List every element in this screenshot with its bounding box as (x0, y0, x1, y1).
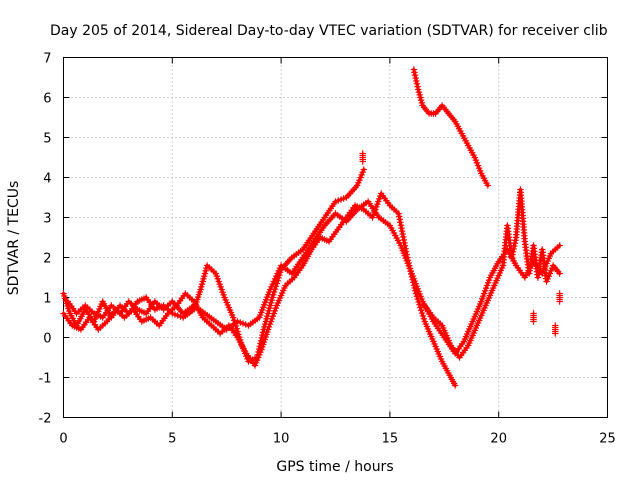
data-point (233, 325, 240, 332)
x-tick-label: 5 (168, 432, 176, 447)
y-tick-label: 4 (43, 172, 51, 187)
y-tick-label: 6 (43, 92, 51, 107)
series-trace-3 (66, 199, 562, 356)
series-trace-1 (61, 167, 366, 364)
y-tick-label: 2 (43, 252, 51, 267)
markers-trace-2 (60, 190, 459, 389)
y-tick-label: 0 (43, 332, 51, 347)
data-point (556, 242, 563, 249)
data-point (410, 66, 418, 73)
grid-layer (63, 57, 608, 418)
marker-layer (359, 150, 563, 337)
data-point (508, 254, 515, 261)
data-point (451, 382, 459, 389)
markers-trace-5 (410, 66, 492, 189)
data-point (419, 312, 427, 320)
markers-trace-3 (64, 198, 563, 357)
data-point (411, 69, 418, 76)
data-point (416, 301, 423, 308)
data-point (411, 72, 419, 79)
isolated-point (556, 298, 563, 305)
chart-title: Day 205 of 2014, Sidereal Day-to-day VTE… (50, 23, 608, 39)
data-point (512, 237, 519, 244)
x-tick-label: 10 (273, 432, 290, 447)
data-point (556, 270, 563, 277)
y-tick-label: -1 (39, 372, 52, 387)
data-point (234, 328, 241, 335)
tick-layer: 0 5 10 15 20 25 -2 -1 0 1 2 3 4 5 6 7 (39, 52, 616, 447)
x-tick-label: 0 (59, 432, 67, 447)
data-point (417, 304, 424, 311)
y-tick-label: 5 (43, 132, 51, 147)
y-tick-label: -2 (39, 412, 52, 427)
data-point (509, 248, 517, 255)
data-point (510, 245, 517, 253)
x-axis-label: GPS time / hours (276, 459, 393, 475)
data-point (420, 315, 428, 322)
isolated-point-group (530, 310, 537, 325)
data-point (413, 80, 421, 87)
y-axis-label: SDTVAR / TECUs (6, 181, 22, 296)
data-point (418, 307, 425, 314)
isolated-point-group (556, 290, 563, 305)
y-tick-label: 7 (43, 52, 51, 67)
series-layer (60, 66, 563, 389)
x-tick-label: 20 (490, 432, 507, 447)
data-point (413, 77, 420, 85)
markers-trace-1 (60, 166, 367, 365)
isolated-point (359, 158, 366, 165)
y-tick-label: 1 (43, 292, 51, 307)
data-point (414, 83, 421, 90)
data-point (511, 240, 519, 247)
isolated-point (552, 330, 559, 337)
isolated-point-group (359, 150, 366, 165)
data-point (360, 166, 367, 173)
data-point (418, 309, 426, 317)
data-point (509, 251, 516, 258)
data-point (511, 242, 518, 250)
isolated-point-group (552, 322, 559, 337)
data-point (484, 182, 492, 189)
y-tick-label: 3 (43, 212, 51, 227)
plot-frame (63, 57, 608, 418)
x-tick-label: 25 (599, 432, 616, 447)
markers-trace-4 (421, 186, 563, 361)
data-point (412, 74, 419, 82)
data-point (230, 314, 237, 321)
isolated-point (530, 318, 537, 325)
x-tick-label: 15 (382, 432, 399, 447)
